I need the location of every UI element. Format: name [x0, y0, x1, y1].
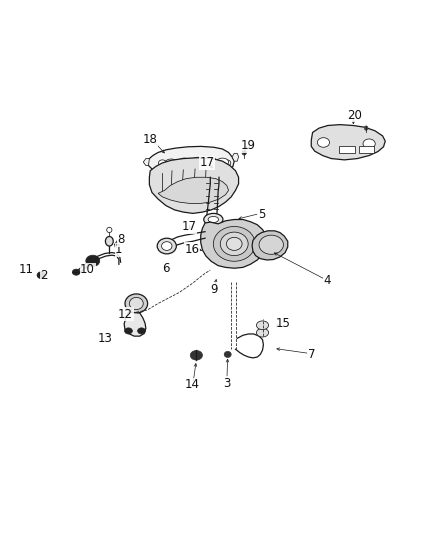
Ellipse shape [190, 351, 202, 360]
Ellipse shape [224, 351, 231, 358]
Ellipse shape [138, 328, 145, 334]
Text: 2: 2 [40, 269, 48, 282]
Polygon shape [311, 125, 385, 160]
Polygon shape [232, 154, 239, 161]
Ellipse shape [204, 213, 223, 225]
Text: 8: 8 [117, 233, 125, 246]
Ellipse shape [220, 232, 248, 256]
Text: 15: 15 [276, 318, 291, 330]
Ellipse shape [363, 139, 375, 149]
Ellipse shape [198, 160, 205, 166]
Ellipse shape [178, 158, 190, 166]
Text: 5: 5 [258, 208, 265, 221]
Text: 17: 17 [199, 156, 214, 169]
Ellipse shape [204, 157, 216, 165]
Ellipse shape [165, 159, 177, 167]
Ellipse shape [159, 160, 166, 166]
Ellipse shape [256, 321, 268, 329]
Text: 18: 18 [143, 133, 158, 146]
Text: 9: 9 [210, 282, 218, 296]
Ellipse shape [157, 238, 177, 254]
Ellipse shape [216, 158, 229, 166]
Ellipse shape [364, 126, 368, 130]
Ellipse shape [213, 227, 255, 261]
Ellipse shape [88, 257, 97, 264]
Text: 19: 19 [241, 139, 256, 152]
Ellipse shape [107, 228, 112, 232]
Ellipse shape [211, 160, 219, 166]
Ellipse shape [129, 297, 143, 310]
Text: 14: 14 [184, 378, 200, 391]
Ellipse shape [86, 255, 100, 266]
Polygon shape [149, 158, 239, 213]
Ellipse shape [223, 160, 231, 166]
Text: 6: 6 [162, 262, 170, 275]
Ellipse shape [72, 269, 80, 275]
Text: 12: 12 [118, 308, 133, 321]
Ellipse shape [185, 160, 192, 166]
Text: 4: 4 [323, 274, 331, 287]
Ellipse shape [208, 216, 219, 223]
Ellipse shape [125, 294, 148, 313]
Polygon shape [201, 220, 267, 268]
Polygon shape [158, 177, 229, 204]
Polygon shape [148, 147, 234, 180]
Text: 20: 20 [347, 109, 362, 122]
Text: 16: 16 [184, 243, 200, 256]
Ellipse shape [192, 157, 204, 165]
Ellipse shape [259, 235, 283, 254]
Ellipse shape [318, 138, 329, 147]
Ellipse shape [256, 328, 268, 337]
Ellipse shape [106, 237, 113, 246]
Polygon shape [143, 158, 149, 166]
Polygon shape [124, 312, 146, 336]
Text: 7: 7 [307, 348, 315, 361]
Polygon shape [252, 231, 288, 260]
Ellipse shape [37, 272, 46, 279]
Ellipse shape [172, 160, 180, 166]
Text: 17: 17 [182, 220, 197, 233]
Text: 3: 3 [223, 377, 230, 390]
Ellipse shape [124, 328, 132, 334]
Text: 1: 1 [115, 244, 123, 256]
Polygon shape [339, 146, 355, 154]
Ellipse shape [226, 237, 242, 251]
Ellipse shape [242, 150, 247, 155]
Text: 10: 10 [80, 263, 95, 277]
Polygon shape [359, 147, 374, 154]
Text: 13: 13 [98, 332, 113, 345]
Text: 11: 11 [19, 263, 34, 277]
Ellipse shape [162, 241, 172, 251]
